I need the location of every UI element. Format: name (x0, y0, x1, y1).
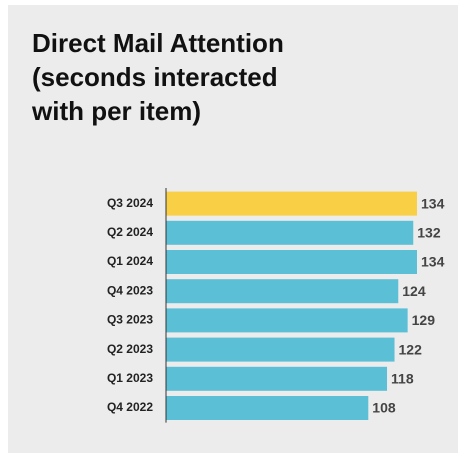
y-tick-label: Q2 2023 (107, 342, 153, 356)
value-label: 134 (421, 254, 445, 270)
y-tick-label: Q2 2024 (107, 225, 153, 239)
value-label: 124 (402, 283, 426, 299)
value-label: 129 (412, 312, 436, 328)
value-label: 134 (421, 195, 445, 211)
bar (166, 366, 388, 391)
chart-title: Direct Mail Attention (seconds interacte… (32, 28, 284, 126)
bar (166, 250, 417, 274)
bar (166, 337, 395, 362)
value-label: 108 (372, 400, 396, 416)
value-label: 122 (399, 341, 423, 357)
y-tick-label: Q3 2024 (107, 196, 153, 210)
value-label: 132 (417, 225, 441, 241)
bar (166, 191, 417, 216)
y-tick-label: Q1 2024 (107, 254, 153, 268)
y-tick-label: Q3 2023 (107, 313, 153, 327)
bar (166, 308, 408, 333)
bar (166, 220, 414, 245)
bar (166, 396, 369, 420)
y-tick-label: Q4 2023 (107, 283, 153, 297)
y-tick-label: Q4 2022 (107, 400, 153, 414)
value-label: 118 (391, 371, 414, 387)
bar (166, 279, 399, 304)
y-tick-label: Q1 2023 (107, 371, 153, 385)
